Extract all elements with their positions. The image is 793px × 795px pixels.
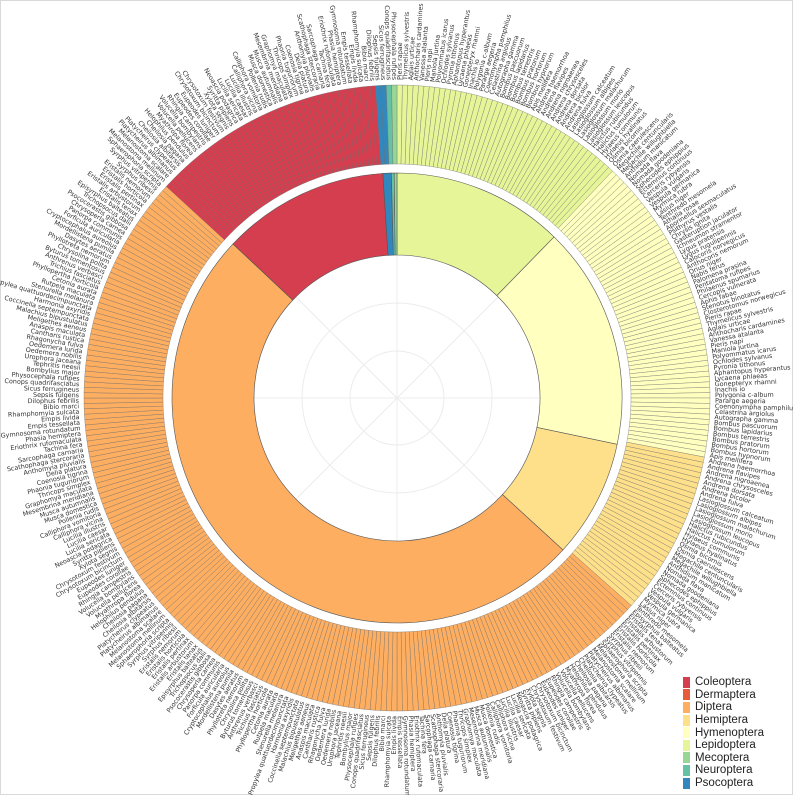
legend-label: Lepidoptera: [695, 739, 756, 752]
species-label: Conops quadrifasciatus: [383, 5, 393, 81]
species-label: Inachis io: [715, 385, 746, 394]
species-label: Phasia hemiptera: [407, 716, 417, 772]
legend-label: Hemiptera: [695, 714, 749, 727]
legend-label: Psocoptera: [695, 777, 754, 790]
inner-slice-diptera: [171, 243, 564, 624]
polar-grid: [253, 254, 541, 542]
species-label: Thymelicus sylvestris: [401, 11, 411, 81]
species-label: Empis livida: [41, 413, 80, 423]
species-label: Bibio marci: [43, 402, 79, 411]
species-label: Sicus ferrugineus: [24, 384, 80, 393]
legend-swatch: [683, 727, 690, 739]
outer-ring: [83, 84, 711, 712]
legend-swatch: [683, 701, 690, 713]
species-label: Conops quadrifasciatus: [4, 377, 80, 388]
species-label: Lycaena phlaeas: [714, 372, 768, 383]
legend-swatch: [683, 714, 690, 726]
grid-spoke: [396, 397, 499, 500]
species-label: Sicus ferrugineus: [377, 25, 387, 81]
legend-label: Neuroptera: [695, 764, 753, 777]
species-label: Gonepteryx rhamni: [715, 378, 778, 389]
grid-spoke: [295, 296, 398, 399]
species-label: Bibio marci: [359, 45, 370, 82]
species-label: Empis tessellata: [396, 716, 404, 769]
legend-swatch: [683, 676, 690, 688]
legend-swatch: [683, 752, 690, 764]
legend-swatch: [683, 777, 690, 789]
legend-item-coleoptera: Coleoptera: [683, 676, 789, 689]
legend-item-diptera: Diptera: [683, 701, 789, 714]
species-label: Celastrina argiolus: [715, 408, 776, 419]
legend: Coleoptera Dermaptera Diptera Hemiptera Hyme…: [683, 676, 789, 789]
species-label: Sepsis fulgens: [371, 34, 382, 81]
species-label: Empis livida: [390, 716, 398, 755]
species-label: Pararge aegeria: [715, 397, 766, 405]
legend-item-psocoptera: Psocoptera: [683, 777, 789, 790]
legend-item-hemiptera: Hemiptera: [683, 714, 789, 727]
grid-spoke: [295, 397, 398, 500]
species-label: Coenonympha pamphilus: [715, 402, 793, 412]
species-label: Pieris rapae: [396, 42, 404, 80]
species-label: Dilophus febrilis: [28, 397, 80, 405]
inner-ring: [171, 172, 623, 624]
species-label: Rhamphomyia sulcata: [383, 716, 393, 788]
species-label: Bibio marci: [378, 715, 388, 751]
species-label: Dilophus febrilis: [371, 715, 382, 767]
species-label: Sepsis fulgens: [365, 714, 377, 761]
legend-label: Mecoptera: [695, 751, 750, 764]
legend-label: Coleoptera: [695, 676, 752, 689]
species-label: Physocephala rufipes: [390, 12, 399, 81]
legend-label: Dermaptera: [695, 688, 756, 701]
legend-item-lepidoptera: Lepidoptera: [683, 739, 789, 752]
inner-slice-mecoptera: [393, 172, 398, 256]
species-label: Aglais urticae: [407, 37, 417, 81]
species-label: Pieris napi: [423, 48, 434, 82]
species-label: Rhamphomyia sulcata: [8, 408, 80, 419]
grid-spoke: [396, 296, 499, 399]
legend-swatch: [683, 739, 690, 751]
legend-swatch: [683, 689, 690, 701]
species-label: Gymnosoma rotundatum: [401, 716, 411, 795]
species-label: Sepsis fulgens: [33, 391, 80, 399]
legend-swatch: [683, 764, 690, 776]
legend-item-dermaptera: Dermaptera: [683, 689, 789, 702]
legend-item-hymenoptera: Hymenoptera: [683, 726, 789, 739]
legend-item-neuroptera: Neuroptera: [683, 764, 789, 777]
legend-label: Diptera: [695, 701, 733, 714]
species-label: Autographa gamma: [714, 413, 778, 425]
legend-label: Hymenoptera: [695, 726, 765, 739]
species-label: Tachina fera: [418, 714, 429, 754]
species-label: Polygonia c-album: [715, 391, 774, 400]
species-wedge-mecoptera: [391, 84, 398, 165]
legend-item-mecoptera: Mecoptera: [683, 752, 789, 765]
